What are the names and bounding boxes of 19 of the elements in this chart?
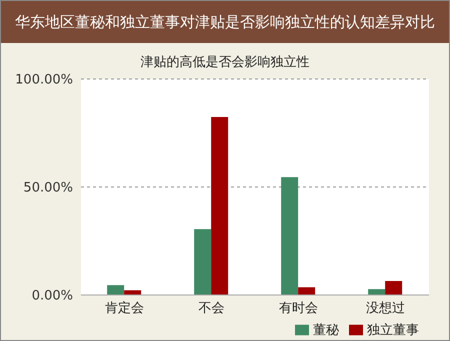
bar — [298, 287, 316, 295]
x-tick-label: 有时会 — [279, 301, 318, 316]
legend-label: 董秘 — [313, 323, 339, 338]
x-tick-label: 肯定会 — [105, 301, 144, 316]
bar — [281, 177, 298, 295]
y-tick-label: 50.00% — [23, 180, 73, 196]
bar — [211, 117, 228, 295]
legend-label: 独立董事 — [367, 323, 419, 338]
bar — [385, 280, 402, 295]
bar — [107, 285, 124, 295]
chart-title: 华东地区董秘和独立董事对津贴是否影响独立性的认知差异对比 — [1, 1, 449, 43]
x-tick-label: 不会 — [198, 301, 224, 316]
bar — [194, 229, 212, 295]
y-tick-label: 0.00% — [32, 288, 73, 304]
y-tick-label: 100.00% — [15, 72, 73, 88]
x-tick-label: 没想过 — [366, 301, 405, 316]
chart-subtitle: 津贴的高低是否会影响独立性 — [140, 54, 310, 71]
bar — [368, 289, 386, 295]
bar — [124, 290, 142, 295]
